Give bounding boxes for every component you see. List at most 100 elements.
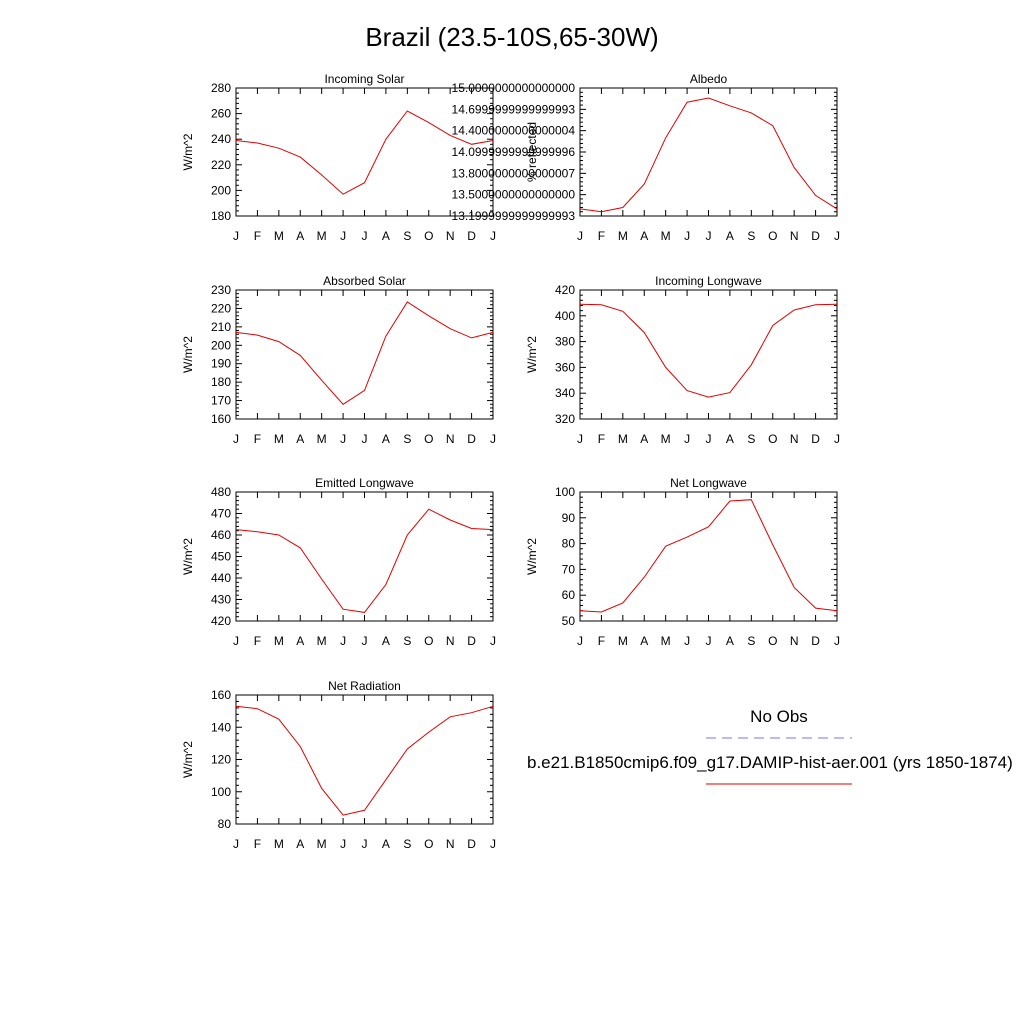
x-tick-label: D <box>811 229 820 243</box>
x-tick-label: A <box>382 634 390 648</box>
y-tick-label: 70 <box>562 562 576 576</box>
x-tick-label: J <box>340 432 346 446</box>
y-tick-label: 460 <box>211 528 231 542</box>
y-axis-label: W/m^2 <box>525 336 539 373</box>
y-tick-label: 480 <box>211 485 231 499</box>
y-tick-label: 430 <box>211 593 231 607</box>
x-tick-label: A <box>382 432 390 446</box>
x-tick-label: J <box>577 432 583 446</box>
x-tick-label: O <box>768 432 777 446</box>
plot-frame <box>235 694 494 825</box>
x-tick-label: J <box>362 229 368 243</box>
x-tick-label: J <box>834 432 840 446</box>
y-tick-label: 240 <box>211 132 231 146</box>
y-tick-label: 13.5000000000000000 <box>452 188 576 202</box>
x-tick-label: A <box>640 634 648 648</box>
plot-frame <box>579 491 838 622</box>
x-tick-label: F <box>254 837 261 851</box>
x-tick-label: D <box>811 432 820 446</box>
x-tick-label: M <box>618 634 628 648</box>
y-tick-label: 280 <box>211 81 231 95</box>
x-tick-label: J <box>684 432 690 446</box>
series-line-1 <box>579 499 838 613</box>
panel-title: Incoming Longwave <box>655 274 762 288</box>
x-tick-label: N <box>790 229 799 243</box>
x-tick-label: N <box>446 229 455 243</box>
y-tick-label: 13.1999999999999993 <box>452 209 576 223</box>
panel-2: Albedo % reflected 13.1999999999999993 13.5… <box>452 72 840 243</box>
x-tick-label: S <box>403 634 411 648</box>
panel-5: Emitted Longwave W/m^2 420 430 440 450 460 470 4… <box>181 476 496 648</box>
x-tick-label: J <box>233 634 239 648</box>
legend: No Obs b.e21.B1850cmip6.f09_g17.DAMIP-hi… <box>527 707 1013 785</box>
panel-title: Emitted Longwave <box>315 476 414 490</box>
series-line-1 <box>235 705 494 816</box>
y-tick-label: 260 <box>211 107 231 121</box>
y-tick-label: 80 <box>218 817 232 831</box>
y-tick-label: 450 <box>211 550 231 564</box>
x-tick-label: J <box>577 634 583 648</box>
y-tick-label: 190 <box>211 357 231 371</box>
panel-title: Incoming Solar <box>324 72 404 86</box>
x-tick-label: F <box>598 634 605 648</box>
x-tick-label: M <box>317 634 327 648</box>
panel-4: Incoming Longwave W/m^2 320 340 360 380 400 420… <box>525 274 840 446</box>
x-tick-label: M <box>661 634 671 648</box>
y-tick-label: 420 <box>555 283 575 297</box>
x-tick-label: A <box>296 634 304 648</box>
x-tick-label: D <box>467 229 476 243</box>
y-tick-label: 14.4000000000000004 <box>452 124 576 138</box>
x-tick-label: J <box>834 229 840 243</box>
x-tick-label: A <box>382 229 390 243</box>
x-tick-label: O <box>424 837 433 851</box>
plot-frame <box>235 491 494 622</box>
y-tick-label: 340 <box>555 386 575 400</box>
x-tick-label: J <box>340 229 346 243</box>
y-tick-label: 220 <box>211 301 231 315</box>
x-tick-label: M <box>317 837 327 851</box>
y-tick-label: 320 <box>555 412 575 426</box>
x-tick-label: J <box>684 634 690 648</box>
y-tick-label: 14.0999999999999996 <box>452 145 576 159</box>
x-tick-label: O <box>424 229 433 243</box>
y-tick-label: 160 <box>211 412 231 426</box>
x-tick-label: N <box>790 432 799 446</box>
x-tick-label: J <box>362 634 368 648</box>
series-line-1 <box>235 110 494 195</box>
x-tick-label: S <box>747 229 755 243</box>
y-tick-label: 380 <box>555 335 575 349</box>
x-tick-label: N <box>790 634 799 648</box>
x-tick-label: J <box>706 229 712 243</box>
x-tick-label: F <box>254 432 261 446</box>
x-tick-label: M <box>274 634 284 648</box>
x-tick-label: M <box>661 432 671 446</box>
x-tick-label: J <box>490 432 496 446</box>
x-tick-label: J <box>340 634 346 648</box>
x-tick-label: O <box>768 634 777 648</box>
y-tick-label: 100 <box>211 785 231 799</box>
x-tick-label: J <box>490 837 496 851</box>
x-tick-label: M <box>274 837 284 851</box>
y-tick-label: 120 <box>211 753 231 767</box>
x-tick-label: J <box>834 634 840 648</box>
x-tick-label: M <box>618 432 628 446</box>
x-tick-label: A <box>382 837 390 851</box>
x-tick-label: A <box>296 229 304 243</box>
x-tick-label: D <box>811 634 820 648</box>
x-tick-label: D <box>467 432 476 446</box>
y-tick-label: 100 <box>555 485 575 499</box>
x-tick-label: A <box>726 432 734 446</box>
y-tick-label: 13.8000000000000007 <box>452 166 576 180</box>
x-tick-label: J <box>706 634 712 648</box>
y-tick-label: 90 <box>562 511 576 525</box>
y-tick-label: 200 <box>211 338 231 352</box>
x-tick-label: F <box>254 229 261 243</box>
y-tick-label: 80 <box>562 537 576 551</box>
x-tick-label: J <box>362 837 368 851</box>
y-tick-label: 180 <box>211 375 231 389</box>
y-tick-label: 440 <box>211 571 231 585</box>
y-tick-label: 230 <box>211 283 231 297</box>
panel-title: Albedo <box>690 72 728 86</box>
